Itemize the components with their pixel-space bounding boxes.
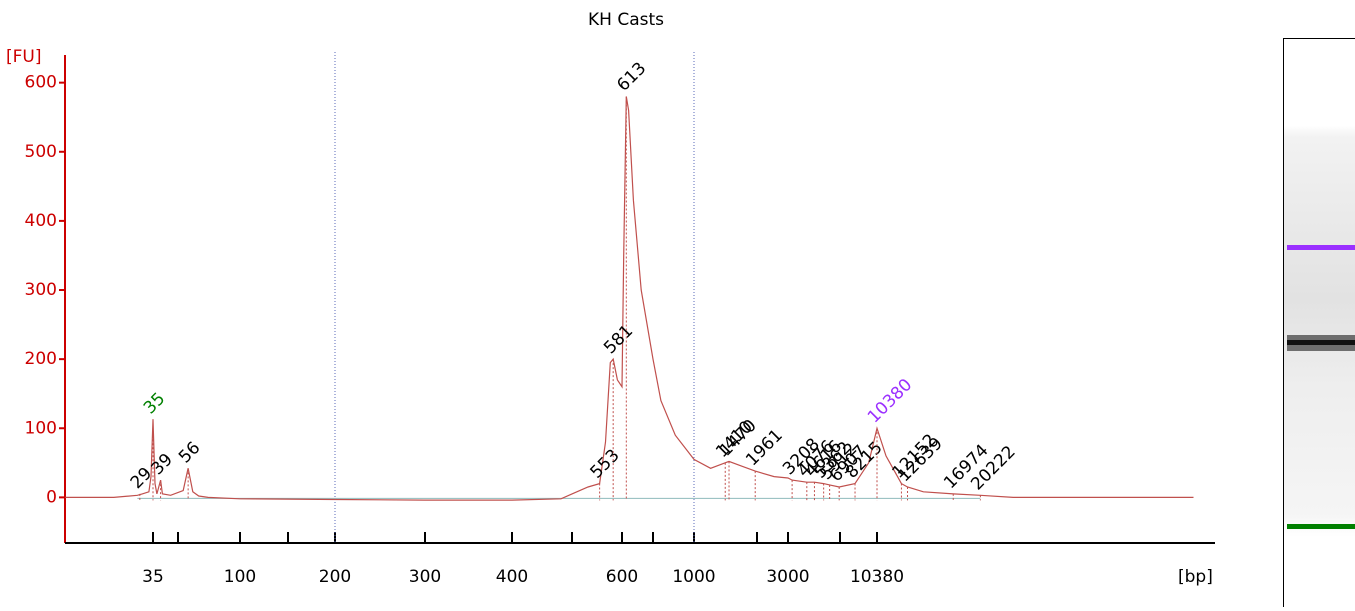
peak-label: 581 <box>600 321 637 358</box>
peak-label: 35 <box>140 389 169 418</box>
x-tick-label: 600 <box>606 567 638 587</box>
peak-label: 553 <box>587 446 624 483</box>
y-tick-label: 200 <box>25 349 57 369</box>
y-tick-label: 0 <box>46 487 57 507</box>
peak-label: 613 <box>613 58 650 95</box>
y-tick-label: 100 <box>25 418 57 438</box>
trace-line <box>65 97 1193 501</box>
x-tick-label: 400 <box>496 567 528 587</box>
y-tick-label: 600 <box>25 73 57 93</box>
x-tick-label: 300 <box>409 567 441 587</box>
x-tick-label: 100 <box>224 567 256 587</box>
y-tick-label: 400 <box>25 211 57 231</box>
y-tick-label: 500 <box>25 142 57 162</box>
x-tick-label: 1000 <box>672 567 715 587</box>
x-tick-label: 3000 <box>766 567 809 587</box>
chart-title: KH Casts <box>588 10 664 30</box>
upper-marker-band <box>1287 245 1355 250</box>
x-tick-label: 200 <box>319 567 351 587</box>
y-axis-label: [FU] <box>6 47 42 67</box>
x-tick-label: 10380 <box>850 567 904 587</box>
lower-marker-band <box>1287 524 1355 529</box>
peak-label: 10380 <box>864 375 916 427</box>
sample-band-core <box>1287 340 1355 345</box>
peak-label: 56 <box>175 438 204 467</box>
x-tick-label: 35 <box>142 567 164 587</box>
gel-lane <box>1284 39 1355 608</box>
gel-background <box>1284 39 1355 608</box>
x-axis-label: [bp] <box>1178 567 1213 587</box>
y-tick-label: 300 <box>25 280 57 300</box>
